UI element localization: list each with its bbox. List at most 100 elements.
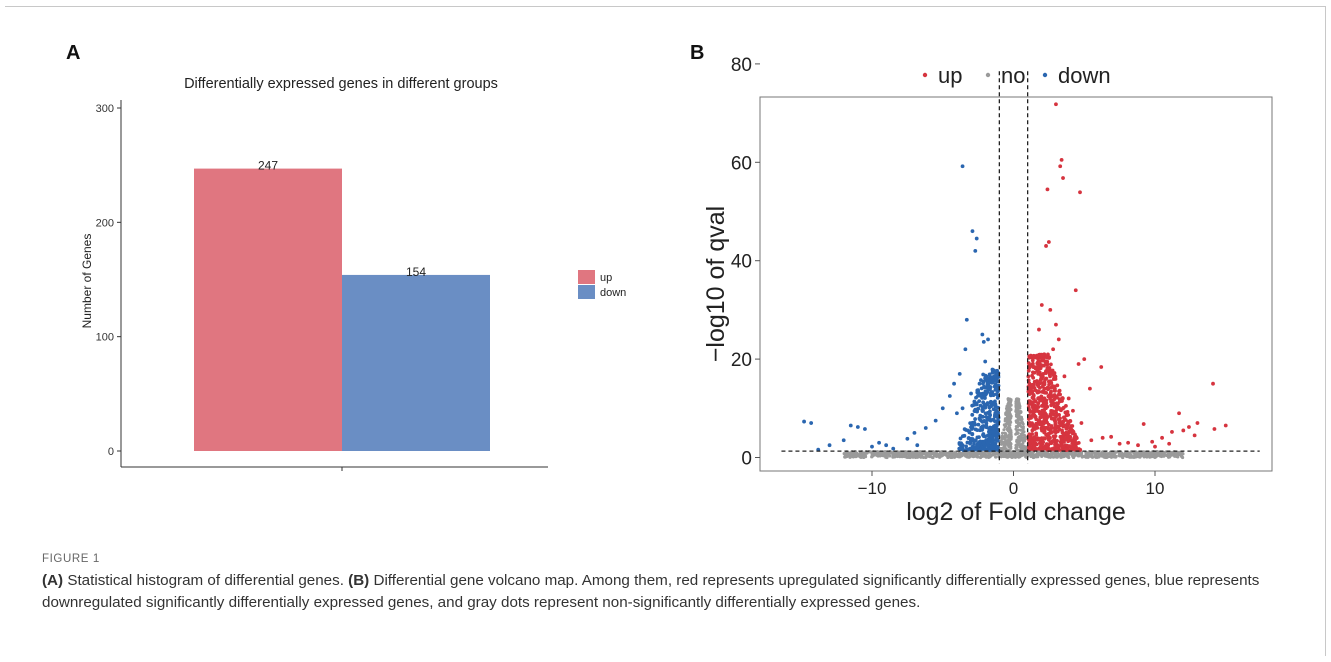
- no-point: [902, 454, 907, 459]
- no-point: [1145, 452, 1150, 457]
- no-point: [1014, 444, 1018, 448]
- no-point: [1000, 451, 1004, 455]
- no-point: [1080, 451, 1084, 455]
- down-point: [978, 414, 983, 419]
- down-point: [884, 443, 889, 448]
- no-point: [1180, 455, 1185, 460]
- no-point: [1017, 428, 1021, 432]
- up-point: [1051, 384, 1056, 389]
- no-point: [1067, 455, 1071, 460]
- no-point: [1043, 454, 1047, 458]
- down-point: [987, 427, 992, 432]
- up-point: [1063, 410, 1068, 415]
- no-point: [904, 450, 909, 454]
- panel-a-label: A: [66, 42, 81, 64]
- down-point: [965, 440, 970, 445]
- down-point: [973, 417, 978, 421]
- down-point: [981, 381, 985, 386]
- no-point: [1000, 431, 1004, 435]
- up-point: [1212, 427, 1217, 431]
- up-point: [1046, 394, 1051, 399]
- up-point: [1046, 426, 1050, 430]
- up-point: [1040, 353, 1045, 358]
- down-point: [891, 446, 896, 451]
- no-point: [1003, 425, 1007, 429]
- down-point: [970, 427, 974, 431]
- no-point: [1003, 440, 1007, 444]
- down-point: [968, 438, 973, 443]
- down-point: [989, 400, 994, 405]
- no-point: [1168, 455, 1172, 459]
- no-point: [1175, 454, 1179, 458]
- up-point: [1088, 386, 1092, 391]
- no-point: [975, 453, 979, 458]
- up-point: [1029, 363, 1033, 368]
- up-point: [1052, 404, 1057, 409]
- down-point: [827, 443, 832, 448]
- up-point: [1048, 391, 1053, 395]
- no-point: [1008, 420, 1012, 424]
- down-point: [963, 428, 968, 432]
- bar-chart-title: Differentially expressed genes in differ…: [184, 76, 498, 92]
- volcano-xlabel: log2 of Fold change: [906, 498, 1126, 526]
- down-point: [986, 337, 990, 342]
- up-point: [1059, 157, 1064, 162]
- up-point: [1052, 374, 1057, 379]
- no-point: [1004, 411, 1008, 415]
- no-point: [925, 451, 929, 455]
- down-point: [870, 444, 874, 449]
- down-point: [809, 421, 814, 425]
- no-point: [1091, 455, 1095, 459]
- no-point: [913, 454, 918, 458]
- down-point: [986, 410, 991, 415]
- up-point: [1109, 434, 1114, 439]
- up-point: [1040, 356, 1045, 361]
- up-point: [1031, 382, 1036, 387]
- down-point: [990, 441, 995, 445]
- up-point: [1195, 421, 1200, 425]
- no-point: [870, 455, 874, 459]
- up-point: [1055, 383, 1060, 388]
- no-point: [1015, 398, 1019, 402]
- down-point: [940, 406, 945, 411]
- no-point: [1109, 455, 1114, 459]
- up-point: [1060, 396, 1065, 400]
- down-point: [989, 430, 993, 435]
- no-point: [1020, 447, 1024, 451]
- no-point: [943, 452, 947, 456]
- no-point: [1021, 453, 1025, 457]
- up-point: [1034, 431, 1039, 436]
- up-point: [1055, 444, 1060, 448]
- volcano-legend-dot-no: [985, 72, 991, 78]
- down-point: [985, 433, 990, 438]
- up-point: [1036, 401, 1041, 406]
- no-point: [1023, 434, 1027, 438]
- no-point: [1177, 451, 1182, 456]
- up-point: [1047, 386, 1051, 391]
- up-point: [1039, 375, 1044, 379]
- down-point: [967, 430, 972, 435]
- no-point: [1006, 397, 1010, 401]
- no-point: [1175, 451, 1179, 455]
- up-point: [1038, 441, 1042, 445]
- up-point: [1049, 399, 1054, 404]
- down-point: [802, 419, 806, 424]
- up-point: [1044, 360, 1048, 365]
- up-point: [1057, 399, 1062, 404]
- no-point: [1168, 452, 1172, 456]
- no-point: [929, 451, 933, 456]
- up-point: [1058, 164, 1063, 169]
- up-point: [1150, 439, 1155, 444]
- down-point: [996, 410, 1001, 415]
- up-point: [1035, 425, 1040, 430]
- no-point: [1121, 455, 1125, 459]
- up-point: [1031, 405, 1035, 410]
- no-point: [1084, 451, 1088, 455]
- no-point: [1009, 414, 1013, 418]
- no-point: [1143, 454, 1147, 458]
- legend-label-up: up: [600, 272, 612, 284]
- no-point: [883, 450, 887, 454]
- no-point: [999, 446, 1003, 450]
- up-point: [1074, 436, 1079, 440]
- no-point: [1161, 452, 1165, 456]
